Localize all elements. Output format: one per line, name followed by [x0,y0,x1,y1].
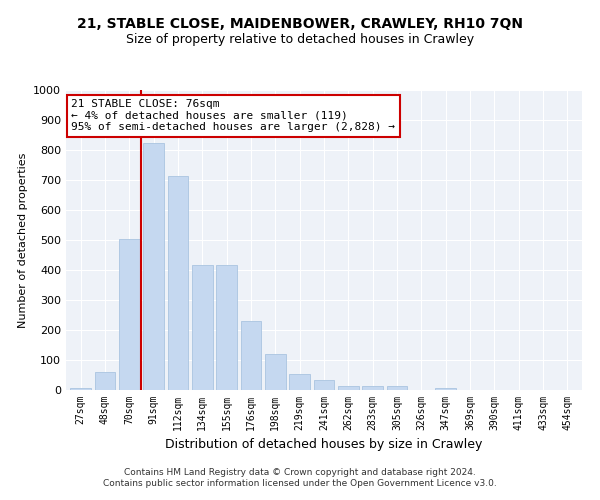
Text: Contains HM Land Registry data © Crown copyright and database right 2024.
Contai: Contains HM Land Registry data © Crown c… [103,468,497,487]
Text: 21, STABLE CLOSE, MAIDENBOWER, CRAWLEY, RH10 7QN: 21, STABLE CLOSE, MAIDENBOWER, CRAWLEY, … [77,18,523,32]
Text: Size of property relative to detached houses in Crawley: Size of property relative to detached ho… [126,32,474,46]
Text: 21 STABLE CLOSE: 76sqm
← 4% of detached houses are smaller (119)
95% of semi-det: 21 STABLE CLOSE: 76sqm ← 4% of detached … [71,99,395,132]
Bar [241,321,262,390]
Bar [70,388,91,390]
Bar [119,238,140,390]
Bar [216,264,237,390]
Bar [289,374,310,390]
Bar [95,372,115,390]
Bar [143,142,164,390]
Bar [436,388,456,390]
Bar [314,380,334,390]
Bar [265,354,286,390]
Y-axis label: Number of detached properties: Number of detached properties [17,152,28,328]
Bar [192,264,212,390]
Bar [362,386,383,390]
X-axis label: Distribution of detached houses by size in Crawley: Distribution of detached houses by size … [166,438,482,452]
Bar [338,386,359,390]
Bar [167,176,188,390]
Bar [386,386,407,390]
